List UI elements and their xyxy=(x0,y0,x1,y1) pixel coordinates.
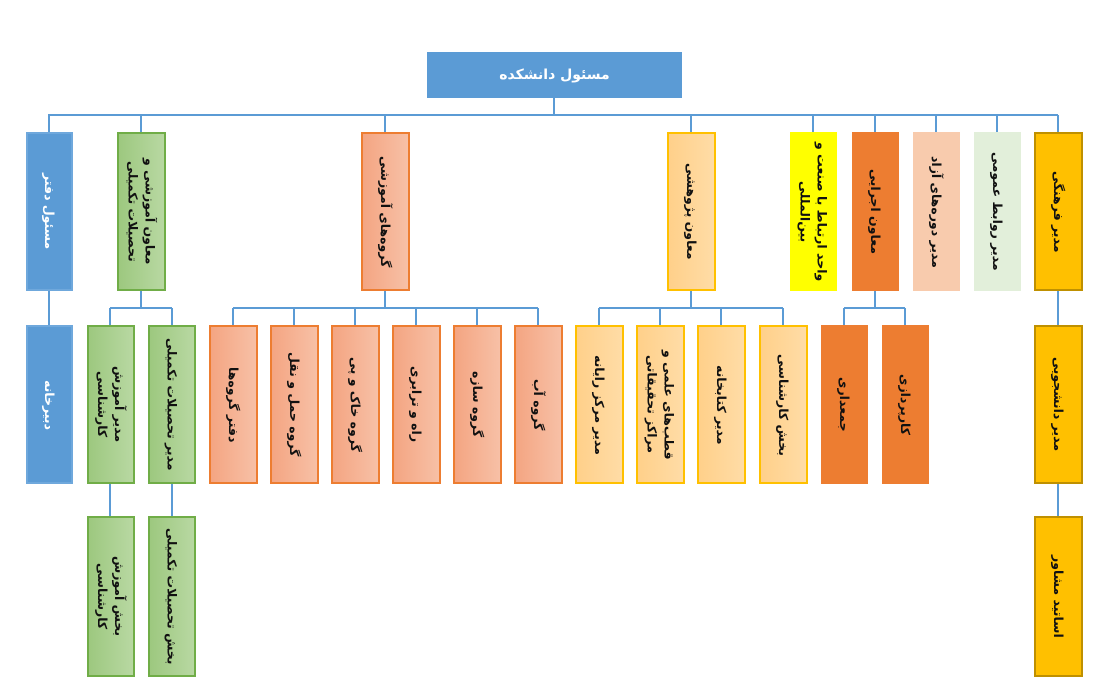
node-office-head: مسئول دفتر xyxy=(26,132,73,291)
node-label: واحد ارتباط با صنعت و بین‌المللی xyxy=(797,141,830,282)
node-label: بخش آموزش کارشناسی xyxy=(95,556,127,637)
node-secretariat: دبیرخانه xyxy=(26,325,73,484)
node-label: مدیر کتابخانه xyxy=(714,364,729,445)
node-exec-deputy: معاون اجرایی xyxy=(852,132,899,291)
node-label: مدیر آموزش کارشناسی xyxy=(95,366,127,443)
node-public-relations: مدیر روابط عمومی xyxy=(974,132,1021,291)
node-label: معاون آموزشی و تحصیلات تکمیلی xyxy=(125,158,158,265)
node-structure-group: گروه سازه xyxy=(453,325,502,484)
node-groups-office: دفتر گروه‌ها xyxy=(209,325,258,484)
node-label: مدیر مرکز رایانه xyxy=(592,354,607,455)
node-property: جمعداری xyxy=(821,325,868,484)
node-label: معاون اجرایی xyxy=(868,169,883,254)
node-free-courses: مدیر دوره‌های آزاد xyxy=(913,132,960,291)
node-label: جمعداری xyxy=(837,377,852,432)
node-expert-section: بخش کارشناسی xyxy=(759,325,808,484)
node-grad-manager: مدیر تحصیلات تکمیلی xyxy=(148,325,196,484)
node-label: گروه حمل و نقل xyxy=(287,352,302,457)
node-label: مدیر روابط عمومی xyxy=(990,152,1005,271)
node-student-affairs: مدیر دانشجویی xyxy=(1034,325,1083,484)
node-grad-section: بخش تحصیلات تکمیلی xyxy=(148,516,196,677)
node-label: مدیر فرهنگی xyxy=(1051,170,1066,253)
node-research-deputy: معاون پژوهشی xyxy=(667,132,716,291)
node-label: گروه سازه xyxy=(470,371,485,438)
node-faculty-head: مسئول دانشکده xyxy=(427,52,682,98)
node-bsc-edu-section: بخش آموزش کارشناسی xyxy=(87,516,135,677)
node-computer-center: مدیر مرکز رایانه xyxy=(575,325,624,484)
node-geotech-group: گروه خاک و پی xyxy=(331,325,380,484)
node-label: دفتر گروه‌ها xyxy=(226,366,241,443)
node-label: معاون پژوهشی xyxy=(684,163,699,260)
node-label: بخش تحصیلات تکمیلی xyxy=(164,528,180,665)
node-label: گروه خاک و پی xyxy=(348,357,363,452)
node-label: گروه‌های آموزشی xyxy=(378,155,393,268)
node-label: اساتید مشاور xyxy=(1051,555,1066,638)
node-label: مدیر دوره‌های آزاد xyxy=(929,155,944,268)
node-label: مسئول دفتر xyxy=(42,173,57,250)
node-water-group: گروه آب xyxy=(514,325,563,484)
node-label: دبیرخانه xyxy=(42,379,57,430)
node-bsc-edu-manager: مدیر آموزش کارشناسی xyxy=(87,325,135,484)
node-industry-unit: واحد ارتباط با صنعت و بین‌المللی xyxy=(790,132,837,291)
node-advisors: اساتید مشاور xyxy=(1034,516,1083,677)
node-label: کارپردازی xyxy=(898,374,913,435)
node-label: بخش کارشناسی xyxy=(776,353,791,456)
node-research-centers: قطب‌های علمی و مراکز تحقیقاتی xyxy=(636,325,685,484)
node-procurement: کارپردازی xyxy=(882,325,929,484)
node-label: راه و ترابری xyxy=(409,366,424,443)
node-edu-deputy: معاون آموزشی و تحصیلات تکمیلی xyxy=(117,132,166,291)
node-transport-group: گروه حمل و نقل xyxy=(270,325,319,484)
node-label: مسئول دانشکده xyxy=(499,66,610,83)
node-cultural: مدیر فرهنگی xyxy=(1034,132,1083,291)
node-label: قطب‌های علمی و مراکز تحقیقاتی xyxy=(644,349,677,460)
node-edu-groups: گروه‌های آموزشی xyxy=(361,132,410,291)
node-road-group: راه و ترابری xyxy=(392,325,441,484)
node-library: مدیر کتابخانه xyxy=(697,325,746,484)
node-label: مدیر تحصیلات تکمیلی xyxy=(164,338,180,471)
node-label: گروه آب xyxy=(531,378,546,431)
node-label: مدیر دانشجویی xyxy=(1051,357,1066,452)
